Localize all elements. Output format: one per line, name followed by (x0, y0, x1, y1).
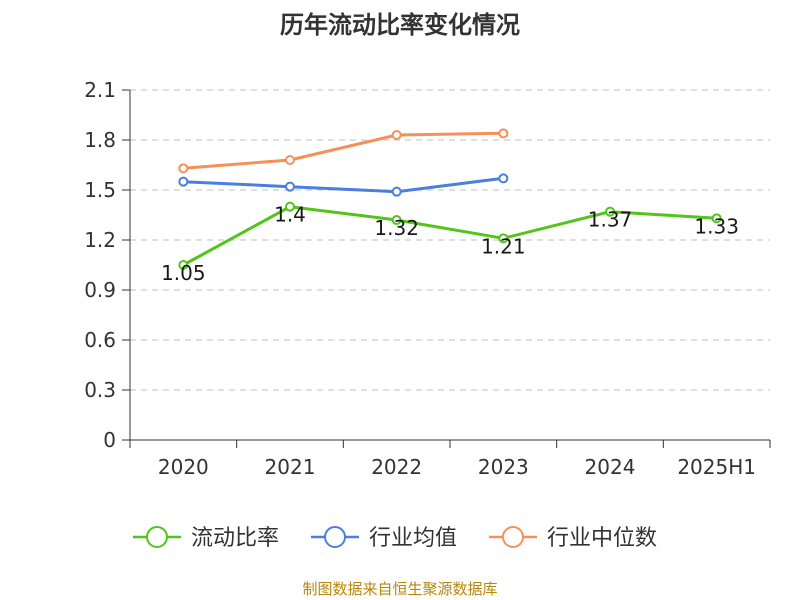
data-labels: 1.05 1.4 1.32 1.21 1.37 1.33 (161, 203, 739, 285)
legend-item: 行业均值 (311, 526, 457, 551)
y-tick-label: 1.8 (84, 128, 116, 152)
x-tick-label: 2024 (585, 455, 636, 479)
legend: 流动比率 行业均值 行业中位数 (133, 526, 657, 551)
y-tick-label: 0 (103, 428, 116, 452)
x-tick-label: 2022 (371, 455, 422, 479)
data-label: 1.05 (161, 261, 206, 285)
y-tick-label: 1.2 (84, 228, 116, 252)
legend-label: 行业中位数 (547, 526, 657, 551)
data-point (285, 181, 295, 192)
data-point (391, 215, 402, 225)
data-label: 1.21 (481, 234, 526, 258)
data-point (711, 213, 722, 224)
data-point (178, 163, 189, 174)
data-point (178, 260, 189, 270)
y-tick-label: 1.5 (84, 178, 116, 202)
legend-marker-icon (324, 526, 346, 548)
y-tick-label: 0.6 (84, 328, 116, 352)
series (178, 128, 722, 270)
data-point (498, 233, 509, 244)
legend-label: 流动比率 (191, 526, 279, 551)
x-tick-label: 2020 (158, 455, 209, 479)
data-label: 1.37 (588, 208, 633, 232)
series-line-1 (183, 176, 504, 194)
data-point (178, 176, 189, 187)
series-line-2 (183, 131, 504, 170)
x-tick-label: 2025H1 (677, 455, 756, 479)
data-point (391, 186, 402, 197)
source-note: 制图数据来自恒生聚源数据库 (302, 580, 497, 598)
data-label: 1.33 (694, 214, 739, 238)
data-point (285, 155, 295, 165)
data-point (285, 201, 295, 212)
y-tick-label: 0.3 (84, 378, 116, 402)
gridlines (130, 89, 770, 391)
legend-item: 行业中位数 (489, 526, 657, 551)
data-label: 1.4 (274, 203, 306, 227)
data-point (605, 206, 615, 217)
legend-item: 流动比率 (133, 526, 279, 551)
chart-title: 历年流动比率变化情况 (280, 11, 520, 39)
y-tick-label: 2.1 (84, 78, 116, 102)
legend-marker-icon (146, 526, 168, 548)
series-line-0 (182, 205, 717, 267)
legend-marker-icon (502, 526, 524, 548)
data-label: 1.32 (374, 216, 419, 240)
y-tick-label: 0.9 (84, 278, 116, 302)
data-point (498, 128, 509, 139)
axes: 0 0.3 0.6 0.9 1.2 1.5 1.8 2.1 2020 2021 2022 2023 20… (84, 78, 771, 479)
x-tick-label: 2023 (478, 455, 529, 479)
legend-label: 行业均值 (369, 526, 457, 551)
data-point (391, 130, 402, 140)
x-tick-label: 2021 (265, 455, 316, 479)
data-point (498, 173, 509, 184)
